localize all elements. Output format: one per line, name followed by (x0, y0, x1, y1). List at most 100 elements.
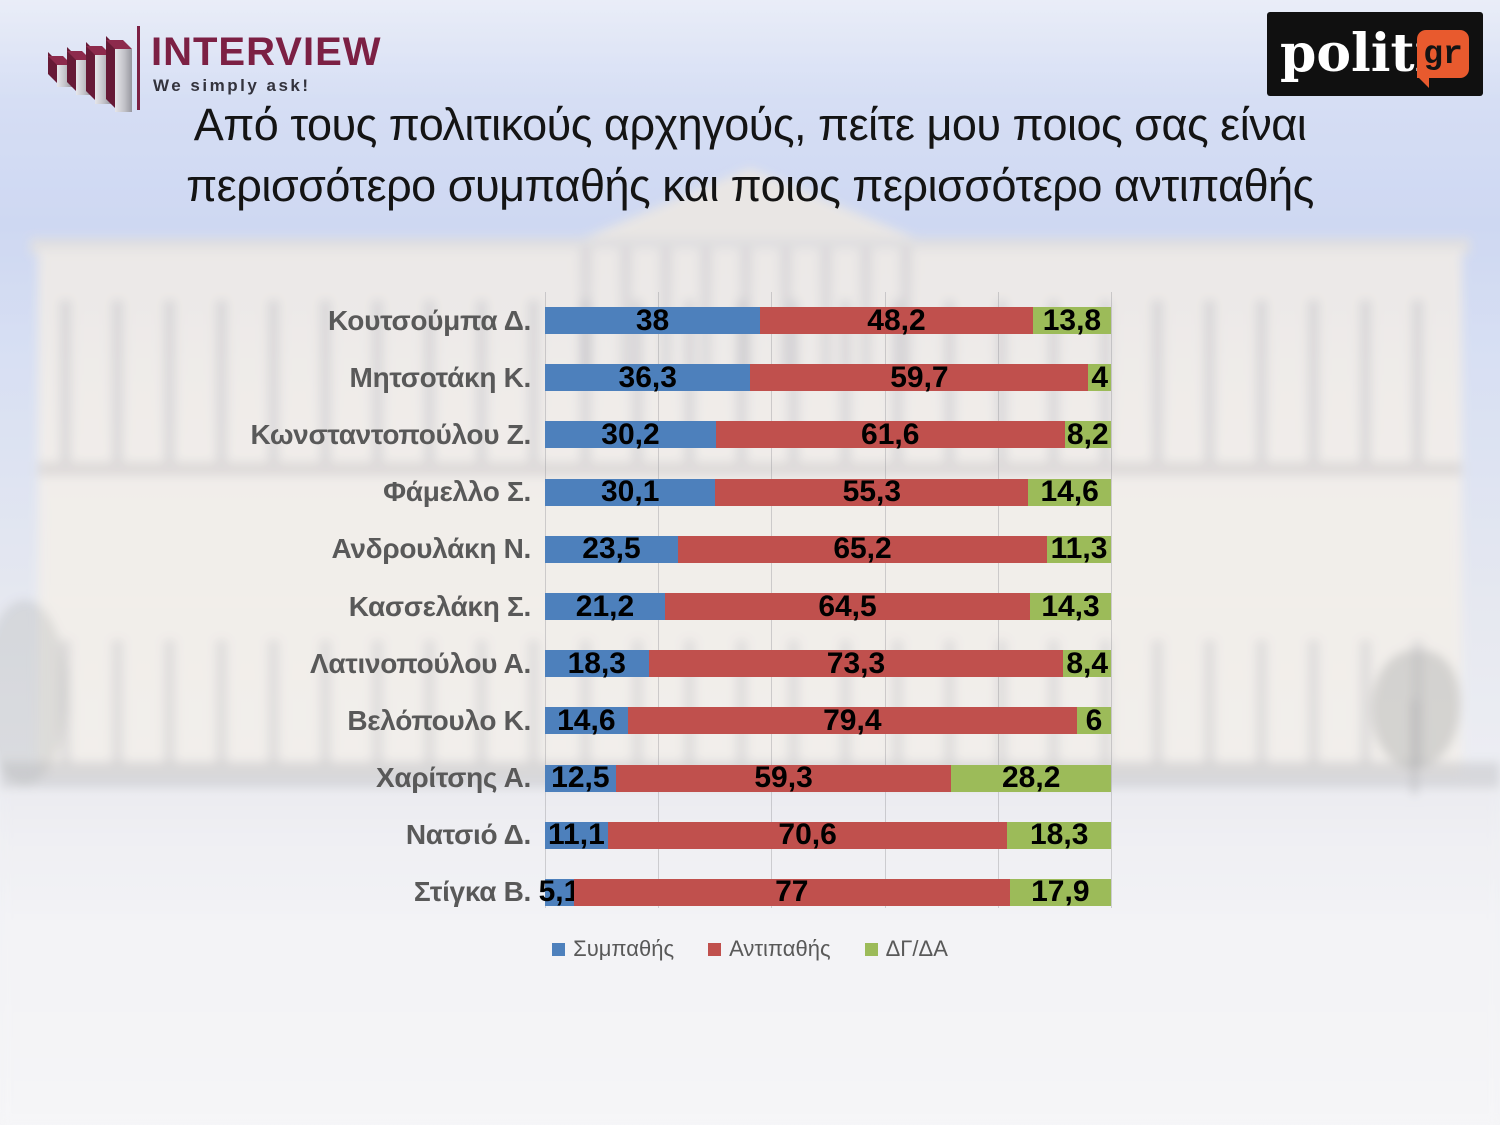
logo-divider (137, 26, 140, 110)
category-label: Στίγκα Β. (413, 876, 531, 908)
building-ledge (38, 462, 1462, 476)
value-label: 13,8 (1042, 303, 1102, 337)
interview-logo: INTERVIEW We simply ask! (45, 18, 465, 112)
bar-segment-antipathis: 59,3 (615, 761, 952, 795)
value-label: 18,3 (1029, 818, 1089, 852)
value-label: 4 (1091, 360, 1108, 394)
legend-item-dg-da: ΔΓ/ΔΑ (864, 936, 948, 962)
bar-segment-antipathis: 59,7 (750, 362, 1089, 392)
gr-badge-text: gr (1423, 35, 1463, 73)
value-label: 30,1 (600, 475, 660, 509)
bar-segment-sympathis: 30,1 (545, 475, 716, 509)
value-label: 18,3 (567, 646, 626, 680)
chart-title-line1: Από τους πολιτικούς αρχηγούς, πείτε μου … (193, 99, 1307, 150)
value-label: 79,4 (823, 703, 882, 737)
category-label: Κωνσταντοπούλου Ζ. (250, 418, 532, 450)
bar-segment-antipathis: 61,6 (715, 417, 1065, 451)
legend-label: Συμπαθής (573, 936, 675, 961)
value-label: 14,3 (1041, 589, 1100, 623)
bar-segment-sympathis: 11,1 (545, 818, 608, 852)
category-label: Κασσελάκη Σ. (348, 590, 532, 622)
bar-segment-antipathis: 48,2 (760, 303, 1033, 337)
value-label: 61,6 (861, 417, 920, 451)
chart-row: Χαρίτσης Α. 12,5 59,3 28,2 (0, 750, 1500, 807)
legend-item-sympathis: Συμπαθής (552, 936, 674, 962)
chart-title-line2: περισσότερο συμπαθής και ποιος περισσότε… (186, 160, 1314, 211)
chart-row: Κωνσταντοπούλου Ζ. 30,2 61,6 8,2 (0, 406, 1500, 463)
category-label: Κουτσούμπα Δ. (328, 304, 531, 336)
value-label: 21,2 (575, 589, 635, 623)
bar-track: 11,1 70,6 18,3 (545, 818, 1111, 852)
bar-segment-dg-da: 13,8 (1032, 303, 1111, 337)
chart-title: Από τους πολιτικούς αρχηγούς, πείτε μου … (0, 94, 1500, 216)
stacked-bar-chart: Κουτσούμπα Δ. 38 48,2 13,8 Μητσοτάκη Κ. 36,3 5… (0, 292, 1500, 921)
value-label: 73,3 (826, 646, 886, 680)
bar-segment-dg-da: 28,2 (951, 761, 1111, 795)
value-label: 70,6 (778, 818, 837, 852)
bar-track: 30,1 55,3 14,6 (545, 475, 1111, 509)
value-label: 23,5 (582, 532, 641, 566)
bar-segment-antipathis: 77 (573, 875, 1010, 909)
value-label: 38 (635, 303, 670, 337)
legend-label: Αντιπαθής (729, 936, 831, 961)
bar-segment-antipathis: 55,3 (715, 475, 1029, 509)
category-label: Νατσιό Δ. (405, 819, 531, 851)
value-label: 11,3 (1050, 532, 1108, 566)
value-label: 6 (1085, 703, 1103, 737)
value-label: 48,2 (867, 303, 926, 337)
bar-segment-sympathis: 38 (545, 303, 761, 337)
value-label: 77 (775, 875, 809, 909)
chart-row: Κουτσούμπα Δ. 38 48,2 13,8 (0, 292, 1500, 349)
bar-segment-dg-da: 18,3 (1007, 818, 1111, 852)
building-facade (38, 248, 1462, 776)
chart-row: Φάμελλο Σ. 30,1 55,3 14,6 (0, 464, 1500, 521)
bar-segment-sympathis: 21,2 (545, 589, 665, 623)
bar-segment-antipathis: 79,4 (627, 703, 1078, 737)
value-label: 14,6 (557, 703, 616, 737)
bar-track: 12,5 59,3 28,2 (545, 761, 1111, 795)
bar-segment-sympathis: 18,3 (545, 646, 649, 680)
legend-item-antipathis: Αντιπαθής (708, 936, 831, 962)
chart-row: Μητσοτάκη Κ. 36,3 59,7 4 (0, 349, 1500, 406)
bar-segment-antipathis: 70,6 (607, 818, 1008, 852)
bar-track: 38 48,2 13,8 (545, 303, 1111, 337)
bar-segment-sympathis: 23,5 (545, 532, 678, 566)
bar-segment-dg-da: 17,9 (1009, 877, 1111, 907)
value-label: 11,1 (548, 818, 605, 852)
bar-track: 5,1 77 17,9 (539, 875, 1111, 909)
bar-segment-dg-da: 11,3 (1047, 532, 1111, 566)
value-label: 55,3 (842, 475, 902, 509)
gridline-100 (1111, 292, 1112, 908)
background-lamppost (1412, 700, 1417, 795)
bar-segment-sympathis: 36,3 (545, 362, 751, 392)
bar-track: 14,6 79,4 6 (545, 703, 1111, 737)
chart-row: Νατσιό Δ. 11,1 70,6 18,3 (0, 807, 1500, 864)
category-label: Βελόπουλο Κ. (347, 704, 531, 736)
chart-row: Βελόπουλο Κ. 14,6 79,4 6 (0, 692, 1500, 749)
bar-segment-dg-da: 14,6 (1028, 477, 1111, 507)
category-label: Ανδρουλάκη Ν. (331, 533, 532, 565)
chart-row: Ανδρουλάκη Ν. 23,5 65,2 11,3 (0, 521, 1500, 578)
bar-segment-sympathis: 5,1 (539, 877, 581, 907)
value-label: 28,2 (1001, 761, 1061, 795)
value-label: 65,2 (833, 532, 892, 566)
bar-track: 23,5 65,2 11,3 (545, 532, 1111, 566)
value-label: 59,3 (754, 761, 813, 795)
chart-row: Κασσελάκη Σ. 21,2 64,5 14,3 (0, 578, 1500, 635)
chart-row: Λατινοπούλου Α. 18,3 73,3 8,4 (0, 635, 1500, 692)
value-label: 12,5 (551, 761, 610, 795)
bar-segment-sympathis: 30,2 (545, 419, 716, 449)
category-label: Φάμελλο Σ. (383, 476, 531, 508)
bar-track: 30,2 61,6 8,2 (545, 417, 1111, 451)
bar-track: 18,3 73,3 8,4 (545, 646, 1111, 680)
value-label: 5,1 (538, 875, 581, 909)
background-tree-left (0, 600, 67, 785)
bar-segment-dg-da: 4 (1088, 360, 1111, 394)
bar-track: 21,2 64,5 14,3 (545, 589, 1111, 623)
legend-swatch-icon (708, 942, 722, 956)
bar-segment-dg-da: 6 (1077, 703, 1111, 737)
politic-gr-logo: politic gr (1267, 12, 1483, 96)
bar-chart-icon (106, 35, 132, 112)
bar-segment-antipathis: 65,2 (678, 532, 1048, 566)
